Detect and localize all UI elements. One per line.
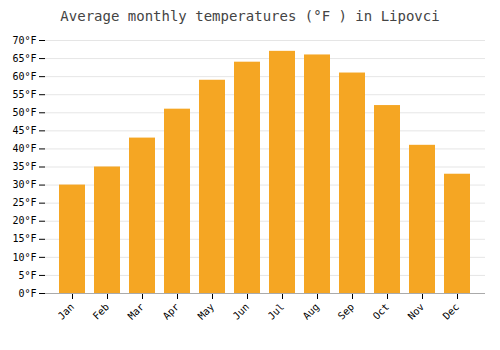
svg-text:0°F: 0°F (18, 288, 36, 299)
svg-text:20°F: 20°F (12, 215, 36, 226)
svg-text:5°F: 5°F (18, 270, 36, 281)
svg-text:Jul: Jul (266, 301, 287, 322)
svg-text:May: May (196, 301, 217, 322)
svg-text:10°F: 10°F (12, 252, 36, 263)
svg-text:Feb: Feb (91, 301, 112, 322)
svg-text:Dec: Dec (441, 301, 462, 322)
svg-text:25°F: 25°F (12, 197, 36, 208)
svg-text:Apr: Apr (161, 301, 182, 322)
svg-text:40°F: 40°F (12, 143, 36, 154)
svg-text:70°F: 70°F (12, 35, 36, 46)
svg-text:55°F: 55°F (12, 89, 36, 100)
svg-text:45°F: 45°F (12, 125, 36, 136)
svg-text:30°F: 30°F (12, 179, 36, 190)
svg-text:Oct: Oct (371, 301, 392, 322)
svg-text:Aug: Aug (301, 301, 322, 322)
html-text:Average monthly temperatures (: Average monthly temperatures (°F ) in Li… (60, 8, 440, 24)
svg-text:Mar: Mar (126, 301, 147, 322)
svg-text:Jun: Jun (231, 301, 252, 322)
svg-text:60°F: 60°F (12, 71, 36, 82)
svg-text:Sep: Sep (336, 301, 357, 322)
svg-text:65°F: 65°F (12, 53, 36, 64)
svg-text:35°F: 35°F (12, 161, 36, 172)
svg-text:Nov: Nov (406, 301, 427, 322)
svg-text:Jan: Jan (56, 301, 77, 322)
svg-text:50°F: 50°F (12, 107, 36, 118)
svg-text:15°F: 15°F (12, 233, 36, 244)
